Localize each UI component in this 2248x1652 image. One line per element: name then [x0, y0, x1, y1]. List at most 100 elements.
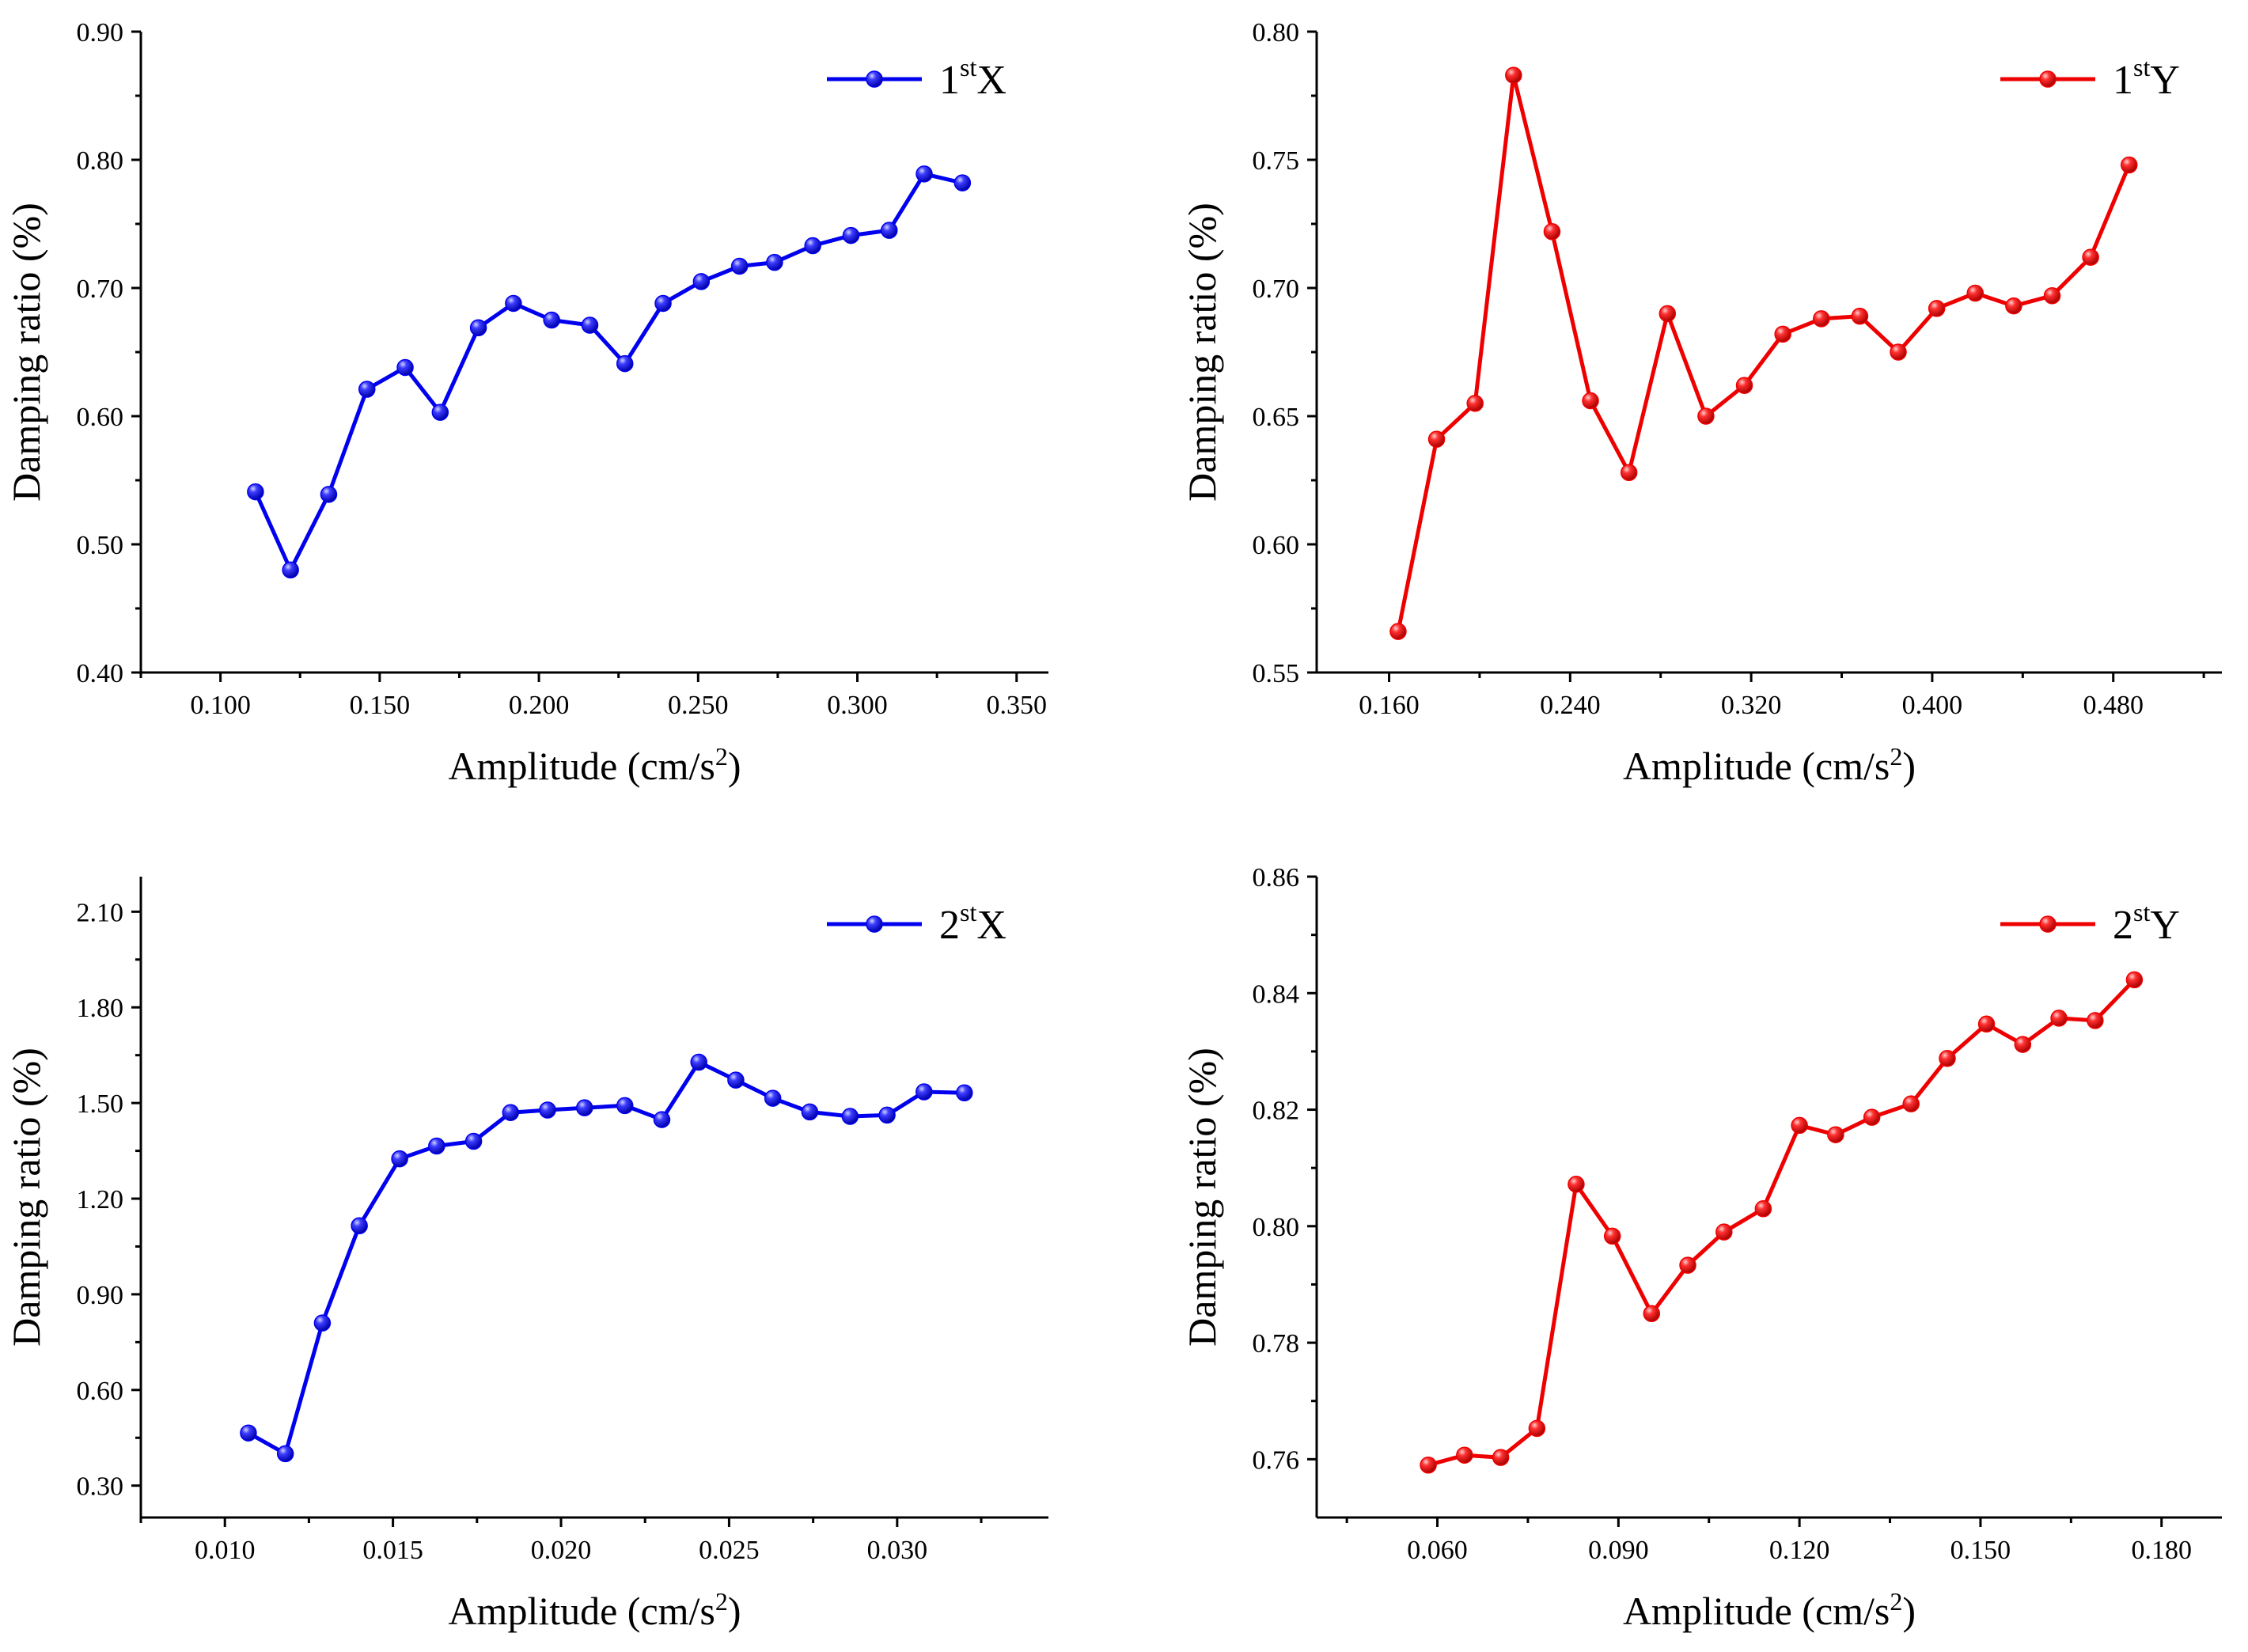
x-tick-label: 0.160 — [1359, 691, 1420, 720]
y-tick-label: 0.60 — [77, 403, 124, 432]
data-point — [1603, 1227, 1621, 1245]
data-point — [502, 1104, 520, 1121]
data-point — [428, 1137, 445, 1155]
x-tick-label: 0.400 — [1902, 691, 1963, 720]
x-tick-label: 0.320 — [1721, 691, 1782, 720]
data-point — [1620, 464, 1638, 482]
data-point — [2005, 297, 2022, 315]
data-point — [539, 1101, 556, 1119]
data-point — [1697, 407, 1715, 425]
data-point — [916, 1083, 933, 1101]
data-point — [2125, 971, 2144, 989]
y-axis-title: Damping ratio (%) — [4, 1048, 48, 1347]
y-tick-label: 0.80 — [1253, 18, 1300, 47]
data-point — [1851, 307, 1869, 325]
series-line — [1396, 73, 2132, 632]
x-tick-label: 0.030 — [867, 1536, 928, 1565]
data-point — [1977, 1015, 1996, 1033]
x-axis-title: Amplitude (cm/s2) — [448, 742, 741, 788]
data-point — [1774, 325, 1791, 343]
y-tick-label: 0.80 — [77, 146, 124, 176]
data-point — [1582, 392, 1599, 410]
legend-marker — [2039, 915, 2057, 933]
data-point — [391, 1150, 408, 1168]
data-point — [1643, 1305, 1661, 1323]
x-axis-title: Amplitude (cm/s2) — [448, 1587, 741, 1633]
x-tick-label: 0.180 — [2131, 1536, 2192, 1565]
data-point — [1939, 1049, 1956, 1067]
data-point — [1791, 1116, 1808, 1135]
data-point — [1966, 284, 1985, 302]
x-tick-label: 0.300 — [827, 691, 888, 720]
x-axis-title: Amplitude (cm/s2) — [1623, 1587, 1916, 1633]
y-tick-label: 0.65 — [1253, 403, 1300, 432]
data-point — [1456, 1446, 1473, 1464]
data-point — [766, 253, 783, 271]
y-tick-label: 0.30 — [77, 1472, 124, 1502]
data-point — [1505, 66, 1522, 84]
data-point — [1715, 1223, 1733, 1241]
data-point — [313, 1314, 332, 1332]
data-point — [1427, 430, 1446, 448]
data-point — [469, 319, 487, 336]
data-point — [953, 174, 972, 191]
y-tick-label: 1.80 — [77, 994, 124, 1023]
data-point — [1890, 343, 1907, 361]
y-tick-label: 0.76 — [1253, 1446, 1300, 1475]
data-point — [576, 1099, 593, 1116]
plot-p1: 0.40 0.50 0.60 0.70 0.80 0.90 0.100 0.150 0.200 0… — [4, 18, 1048, 788]
data-point — [842, 226, 860, 244]
plot-p4: 0.76 0.78 0.80 0.82 0.84 0.86 0.060 0.090 0.120 0… — [1180, 863, 2222, 1633]
data-point — [2082, 248, 2099, 266]
data-point — [240, 1424, 257, 1442]
x-tick-label: 0.200 — [509, 691, 570, 720]
data-point — [2050, 1010, 2068, 1027]
y-tick-label: 0.70 — [1253, 275, 1300, 304]
data-point — [1679, 1256, 1696, 1274]
legend-label: 1stX — [939, 53, 1006, 103]
plot-p3: 0.30 0.60 0.90 1.20 1.50 1.80 2.10 0.010 0.015 0.… — [4, 877, 1048, 1633]
data-point — [1389, 623, 1407, 640]
x-tick-label: 0.350 — [987, 691, 1048, 720]
data-point — [1528, 1419, 1546, 1438]
y-tick-label: 0.86 — [1253, 863, 1300, 892]
x-tick-label: 0.150 — [350, 691, 411, 720]
legend-marker — [866, 70, 883, 88]
x-tick-label: 0.240 — [1540, 691, 1601, 720]
y-tick-label: 0.82 — [1253, 1097, 1300, 1126]
data-point — [2120, 156, 2138, 174]
y-tick-label: 0.90 — [77, 1281, 124, 1310]
y-tick-label: 0.60 — [77, 1377, 124, 1406]
data-point — [956, 1084, 973, 1101]
data-point — [1420, 1456, 1437, 1474]
data-point — [1863, 1108, 1881, 1126]
data-point — [804, 237, 821, 255]
data-point — [1466, 395, 1484, 412]
legend-marker — [866, 915, 883, 933]
legend-label: 1stY — [2113, 53, 2180, 103]
data-point — [801, 1103, 819, 1121]
x-tick-label: 0.120 — [1769, 1536, 1830, 1565]
data-point — [1928, 300, 1946, 317]
data-point — [1754, 1199, 1772, 1218]
data-point — [654, 294, 672, 313]
x-tick-label: 0.250 — [668, 691, 729, 720]
y-tick-label: 2.10 — [77, 898, 124, 927]
y-tick-label: 1.20 — [77, 1185, 124, 1214]
x-tick-label: 0.100 — [190, 691, 251, 720]
data-point — [1735, 377, 1753, 394]
data-point — [690, 1053, 707, 1071]
y-tick-label: 0.70 — [77, 275, 124, 304]
y-tick-label: 0.84 — [1253, 979, 1300, 1009]
data-point — [616, 1097, 634, 1115]
data-point — [396, 358, 414, 377]
data-point — [276, 1445, 294, 1463]
y-axis-title: Damping ratio (%) — [1180, 203, 1224, 502]
data-point — [730, 257, 749, 275]
y-tick-label: 1.50 — [77, 1089, 124, 1119]
data-point — [543, 311, 560, 329]
data-point — [1492, 1449, 1510, 1466]
y-tick-label: 0.40 — [77, 659, 124, 688]
data-point — [505, 294, 522, 313]
